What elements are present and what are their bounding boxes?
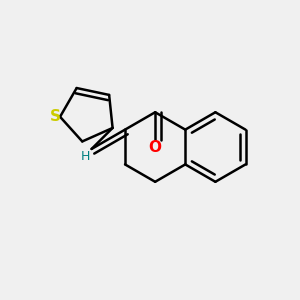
Text: S: S xyxy=(50,109,61,124)
Text: H: H xyxy=(80,150,90,163)
Text: O: O xyxy=(149,140,162,155)
